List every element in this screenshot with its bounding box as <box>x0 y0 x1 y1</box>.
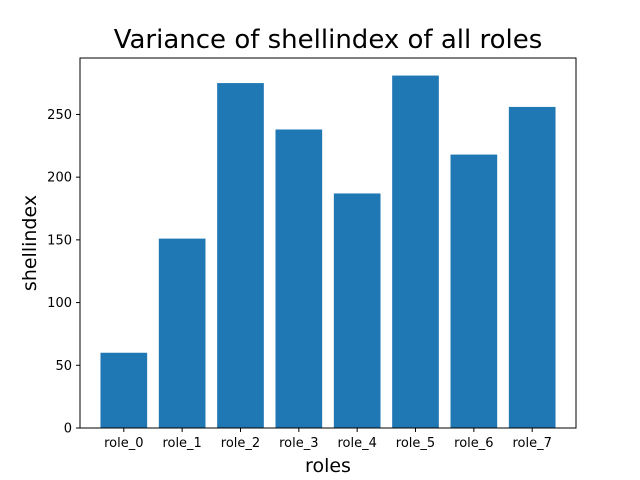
x-tick-label: role_2 <box>221 436 260 451</box>
x-axis-label: roles <box>305 455 351 477</box>
y-tick-label: 50 <box>55 359 72 374</box>
y-tick-label: 0 <box>64 422 72 437</box>
y-ticks-group: 0 50 100 150 200 250 <box>47 108 80 437</box>
x-ticks-group: role_0 role_1 role_2 role_3 role_4 role_5 role… <box>104 428 552 451</box>
x-tick-label: role_6 <box>454 436 493 451</box>
bar-role_1 <box>158 238 206 428</box>
chart-title: Variance of shellindex of all roles <box>114 25 543 55</box>
bars-group <box>100 75 556 429</box>
y-tick-label: 150 <box>47 233 72 248</box>
bar-role_5 <box>392 75 439 428</box>
plot-frame <box>79 57 577 429</box>
x-tick-label: role_5 <box>396 436 435 451</box>
y-tick-label: 200 <box>47 171 72 186</box>
bar-role_2 <box>217 83 264 428</box>
bar-role_4 <box>333 193 381 428</box>
y-axis-label: shellindex <box>19 195 41 291</box>
x-tick-label: role_3 <box>279 436 318 451</box>
x-tick-label: role_1 <box>162 436 201 451</box>
x-tick-label: role_0 <box>104 436 143 451</box>
x-tick-label: role_4 <box>337 436 376 451</box>
y-tick-label: 100 <box>47 296 72 311</box>
bar-role_3 <box>275 129 323 429</box>
bar-role_7 <box>508 106 556 428</box>
x-tick-label: role_7 <box>512 436 551 451</box>
bar-role_6 <box>450 154 498 428</box>
y-tick-label: 250 <box>47 108 72 123</box>
bar-role_0 <box>100 352 148 428</box>
